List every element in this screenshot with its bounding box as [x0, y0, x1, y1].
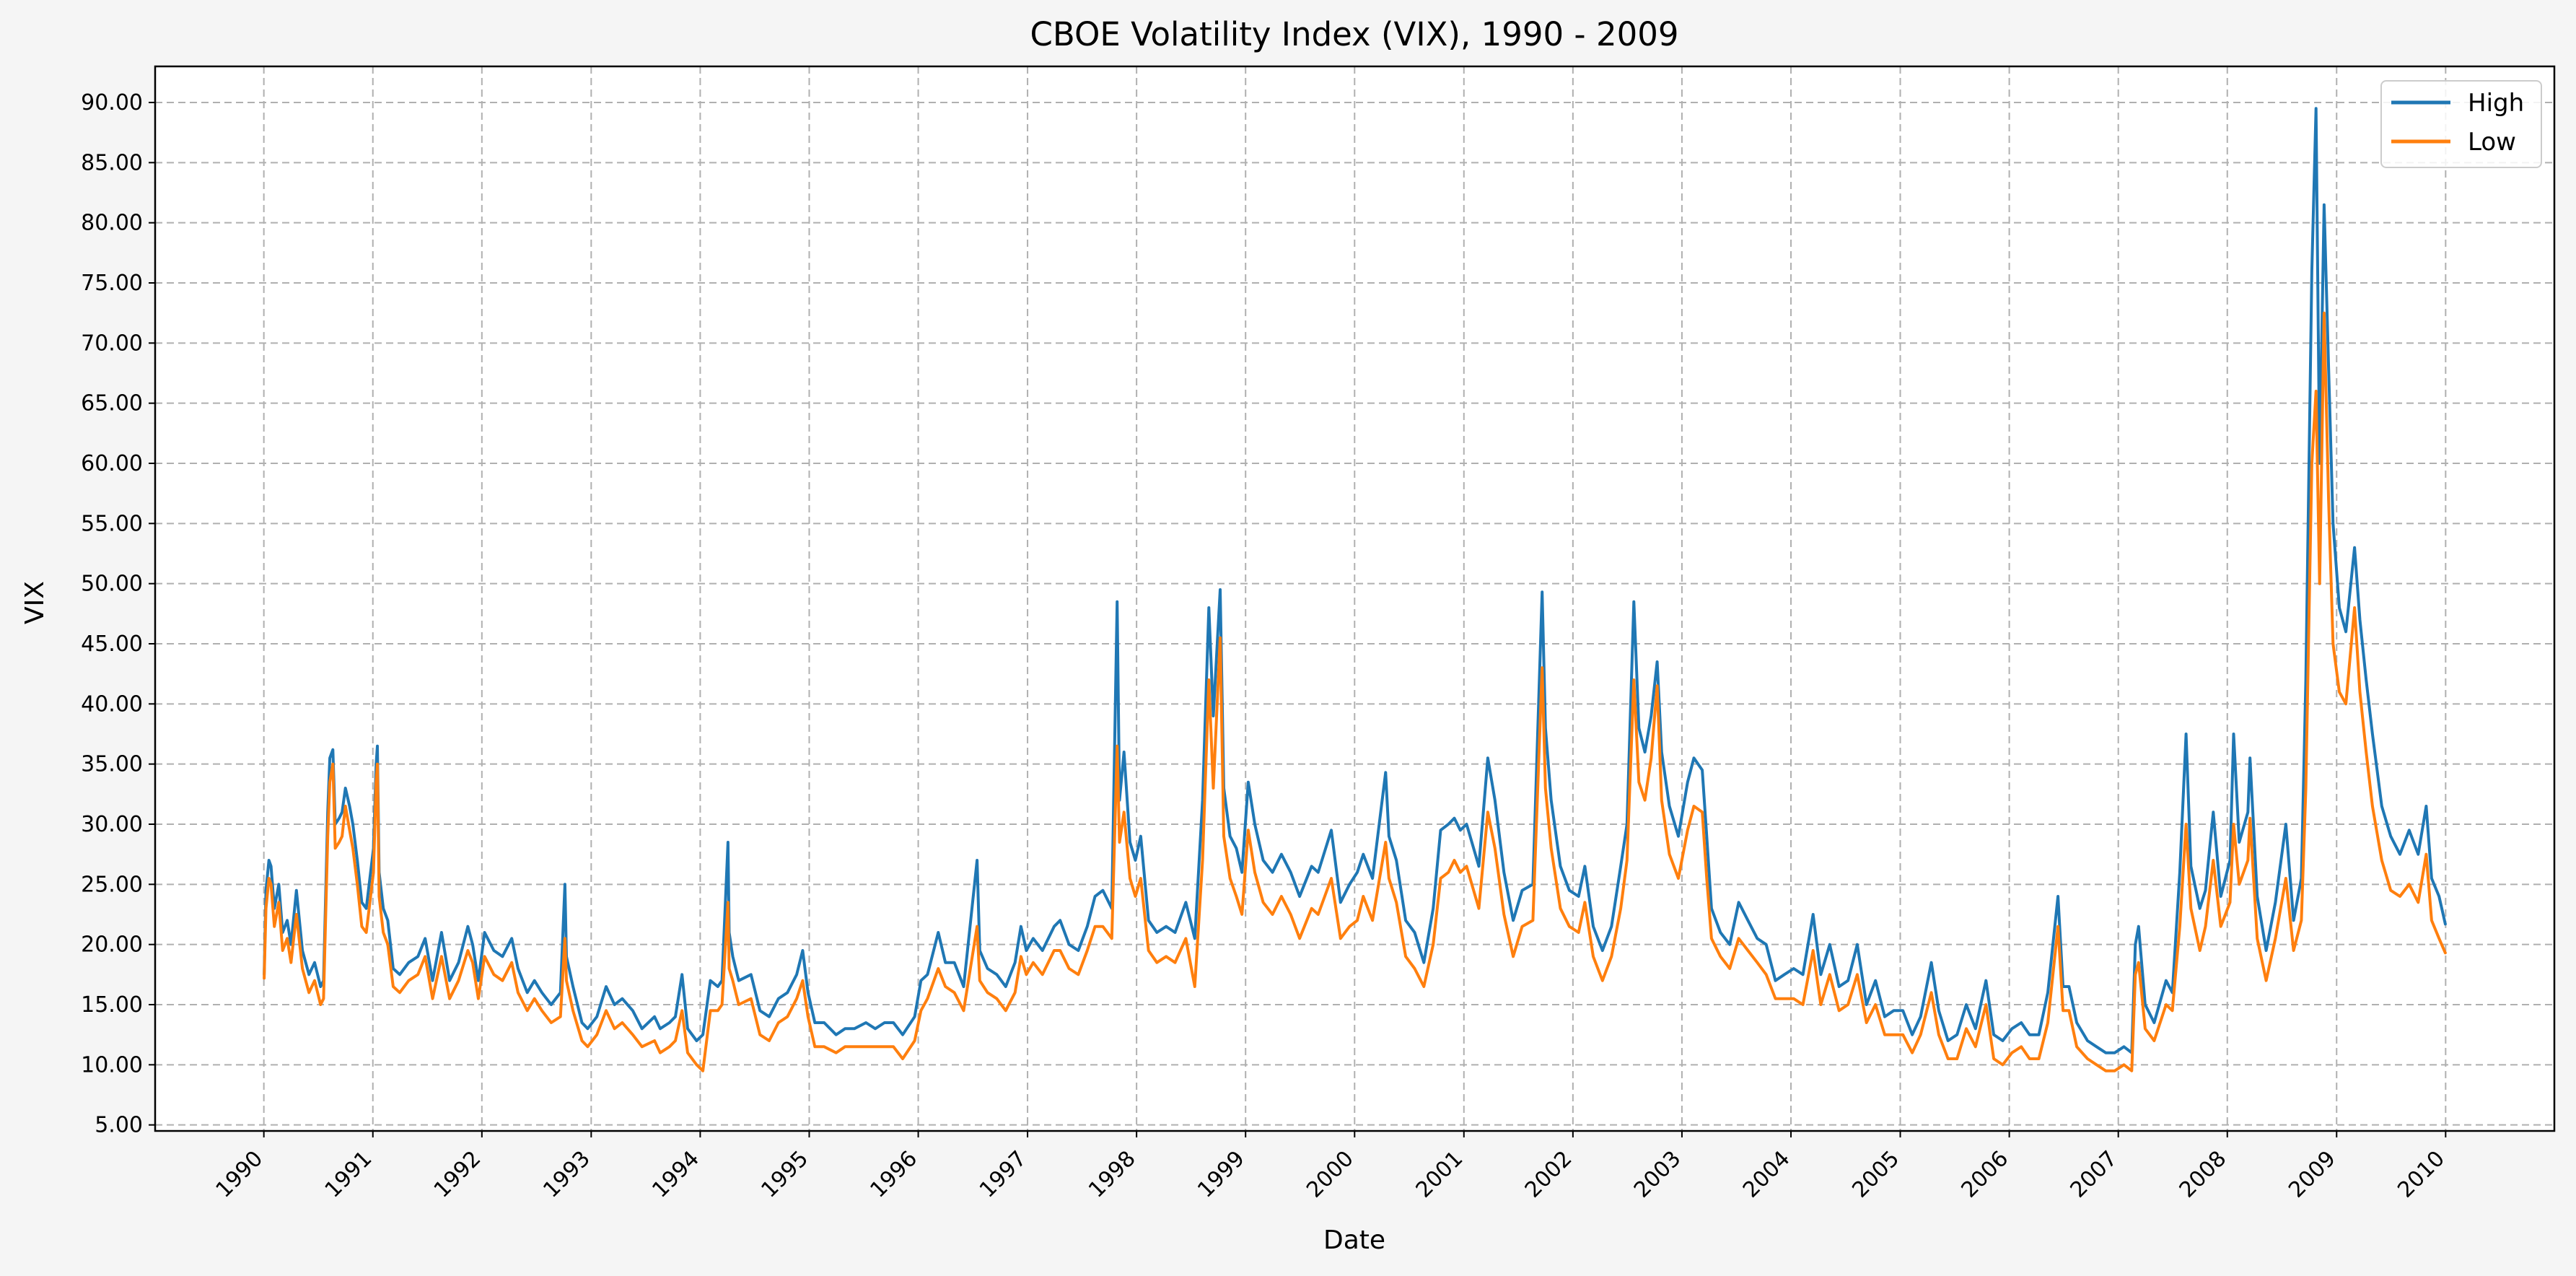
y-tick-label: 70.00 — [81, 331, 143, 356]
x-tick-label: 2005 — [1847, 1146, 1904, 1203]
y-tick-label: 50.00 — [81, 572, 143, 597]
x-tick-label: 2009 — [2284, 1146, 2341, 1203]
y-tick-label: 15.00 — [81, 992, 143, 1018]
y-tick-label: 40.00 — [81, 691, 143, 717]
grid-lines — [155, 66, 2554, 1131]
series-lines — [263, 107, 2447, 1072]
series-line-high — [263, 107, 2447, 1054]
x-tick-label: 2004 — [1738, 1146, 1795, 1203]
y-tick-label: 45.00 — [81, 632, 143, 657]
x-tick-label: 2000 — [1302, 1146, 1359, 1203]
x-tick-label: 2001 — [1411, 1146, 1468, 1203]
y-tick-label: 65.00 — [81, 391, 143, 416]
y-axis: 5.00 10.00 15.00 20.00 25.00 30.00 35.00 40.00 4… — [81, 90, 155, 1138]
legend-label-high: High — [2468, 89, 2524, 118]
legend: High Low — [2380, 80, 2542, 168]
x-tick-label: 2002 — [1520, 1146, 1577, 1203]
x-tick-label: 1990 — [211, 1146, 268, 1203]
y-tick-label: 25.00 — [81, 872, 143, 897]
x-tick-label: 2010 — [2393, 1146, 2450, 1203]
y-tick-label: 60.00 — [81, 451, 143, 476]
y-tick-label: 20.00 — [81, 932, 143, 958]
chart-title: CBOE Volatility Index (VIX), 1990 - 2009 — [1030, 15, 1679, 53]
x-tick-label: 1995 — [756, 1146, 813, 1203]
x-tick-label: 1997 — [975, 1146, 1032, 1203]
x-tick-label: 2006 — [1957, 1146, 2014, 1203]
x-tick-label: 1992 — [429, 1146, 486, 1203]
x-tick-label: 2007 — [2066, 1146, 2123, 1203]
x-axis-title: Date — [1323, 1225, 1385, 1255]
y-tick-label: 85.00 — [81, 150, 143, 175]
x-tick-label: 2003 — [1629, 1146, 1686, 1203]
x-tick-label: 1999 — [1193, 1146, 1250, 1203]
y-tick-label: 55.00 — [81, 511, 143, 536]
x-tick-label: 1998 — [1084, 1146, 1141, 1203]
x-tick-label: 1991 — [320, 1146, 377, 1203]
y-tick-label: 30.00 — [81, 812, 143, 837]
y-tick-label: 90.00 — [81, 90, 143, 115]
x-tick-label: 1994 — [647, 1146, 704, 1203]
x-tick-label: 1996 — [865, 1146, 922, 1203]
x-tick-label: 1993 — [538, 1146, 595, 1203]
y-axis-title: VIX — [20, 581, 50, 624]
y-tick-label: 10.00 — [81, 1052, 143, 1078]
y-tick-label: 80.00 — [81, 211, 143, 236]
legend-label-low: Low — [2468, 128, 2516, 157]
y-tick-label: 35.00 — [81, 752, 143, 777]
series-line-low — [263, 311, 2447, 1072]
y-tick-label: 75.00 — [81, 271, 143, 296]
x-axis: 1990 1991 1992 1993 1994 1995 1996 1997 1998 1999… — [211, 1131, 2450, 1203]
y-tick-label: 5.00 — [95, 1113, 143, 1138]
x-tick-label: 2008 — [2175, 1146, 2232, 1203]
